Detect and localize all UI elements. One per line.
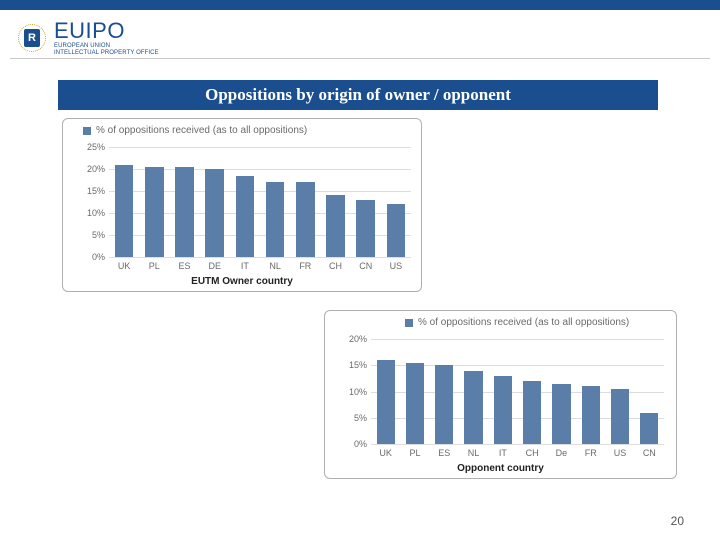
bar (552, 384, 570, 444)
bar (115, 165, 134, 257)
euipo-logo-icon: R (18, 24, 46, 52)
y-tick-label: 10% (87, 208, 109, 218)
chart1-plot: 0%5%10%15%20%25% (109, 147, 411, 257)
bar (464, 371, 482, 445)
x-tick-label: NL (459, 448, 488, 458)
bar (387, 204, 406, 257)
y-tick-label: 15% (87, 186, 109, 196)
x-tick-label: CH (517, 448, 546, 458)
x-tick-label: DE (200, 261, 230, 271)
bar (435, 365, 453, 444)
bar (377, 360, 395, 444)
y-tick-label: 20% (87, 164, 109, 174)
chart-opponent-country: % of oppositions received (as to all opp… (324, 310, 677, 479)
bar-cell (200, 147, 230, 257)
bar-cell (488, 339, 517, 444)
x-tick-label: UK (109, 261, 139, 271)
y-tick-label: 20% (349, 334, 371, 344)
bar (582, 386, 600, 444)
y-tick-label: 0% (354, 439, 371, 449)
chart1-xtitle: EUTM Owner country (63, 276, 421, 287)
x-tick-label: CN (351, 261, 381, 271)
chart1-legend-label: % of oppositions received (as to all opp… (96, 125, 307, 136)
x-tick-label: IT (488, 448, 517, 458)
logo-sub2: INTELLECTUAL PROPERTY OFFICE (54, 50, 159, 56)
x-tick-label: US (605, 448, 634, 458)
bar-cell (320, 147, 350, 257)
bar-cell (576, 339, 605, 444)
bar-cell (635, 339, 664, 444)
x-tick-label: De (547, 448, 576, 458)
gridline (109, 257, 411, 258)
y-tick-label: 10% (349, 387, 371, 397)
bar-cell (459, 339, 488, 444)
chart2-xlabels: UKPLESNLITCHDeFRUSCN (371, 448, 664, 458)
bar-cell (290, 147, 320, 257)
bar-cell (371, 339, 400, 444)
x-tick-label: PL (139, 261, 169, 271)
bar (611, 389, 629, 444)
header: R EUIPO EUROPEAN UNION INTELLECTUAL PROP… (18, 20, 159, 56)
logo-text: EUIPO EUROPEAN UNION INTELLECTUAL PROPER… (54, 20, 159, 56)
bar (145, 167, 164, 257)
page-number: 20 (671, 514, 684, 528)
x-tick-label: ES (169, 261, 199, 271)
y-tick-label: 5% (354, 413, 371, 423)
x-tick-label: FR (576, 448, 605, 458)
x-tick-label: NL (260, 261, 290, 271)
bar (296, 182, 315, 257)
bar-cell (517, 339, 546, 444)
y-tick-label: 5% (92, 230, 109, 240)
chart1-xlabels: UKPLESDEITNLFRCHCNUS (109, 261, 411, 271)
logo-sub1: EUROPEAN UNION (54, 43, 159, 49)
bar (175, 167, 194, 257)
bar-row (109, 147, 411, 257)
y-tick-label: 15% (349, 360, 371, 370)
gridline (371, 444, 664, 445)
bar-cell (260, 147, 290, 257)
bar-cell (139, 147, 169, 257)
chart2-legend: % of oppositions received (as to all opp… (405, 317, 629, 328)
bar (266, 182, 285, 257)
bar (326, 195, 345, 257)
x-tick-label: US (381, 261, 411, 271)
x-tick-label: FR (290, 261, 320, 271)
x-tick-label: CH (320, 261, 350, 271)
slide-title: Oppositions by origin of owner / opponen… (58, 80, 658, 110)
bar (640, 413, 658, 445)
bar-cell (381, 147, 411, 257)
bar (523, 381, 541, 444)
x-tick-label: UK (371, 448, 400, 458)
y-tick-label: 25% (87, 142, 109, 152)
bar-cell (430, 339, 459, 444)
bar-cell (605, 339, 634, 444)
chart2-xtitle: Opponent country (325, 463, 676, 474)
x-tick-label: CN (635, 448, 664, 458)
legend-swatch-icon (83, 127, 91, 135)
top-accent-bar (0, 0, 720, 10)
bar (406, 363, 424, 444)
chart2-legend-label: % of oppositions received (as to all opp… (418, 317, 629, 328)
bar (356, 200, 375, 257)
chart-owner-country: % of oppositions received (as to all opp… (62, 118, 422, 292)
bar-row (371, 339, 664, 444)
bar (494, 376, 512, 444)
bar-cell (400, 339, 429, 444)
header-divider (10, 58, 710, 59)
bar (205, 169, 224, 257)
x-tick-label: PL (400, 448, 429, 458)
bar-cell (230, 147, 260, 257)
logo-name: EUIPO (54, 20, 159, 42)
y-tick-label: 0% (92, 252, 109, 262)
bar-cell (109, 147, 139, 257)
bar-cell (351, 147, 381, 257)
bar (236, 176, 255, 257)
bar-cell (547, 339, 576, 444)
x-tick-label: ES (430, 448, 459, 458)
chart1-legend: % of oppositions received (as to all opp… (83, 125, 307, 136)
legend-swatch-icon (405, 319, 413, 327)
bar-cell (169, 147, 199, 257)
chart2-plot: 0%5%10%15%20% (371, 339, 664, 444)
x-tick-label: IT (230, 261, 260, 271)
